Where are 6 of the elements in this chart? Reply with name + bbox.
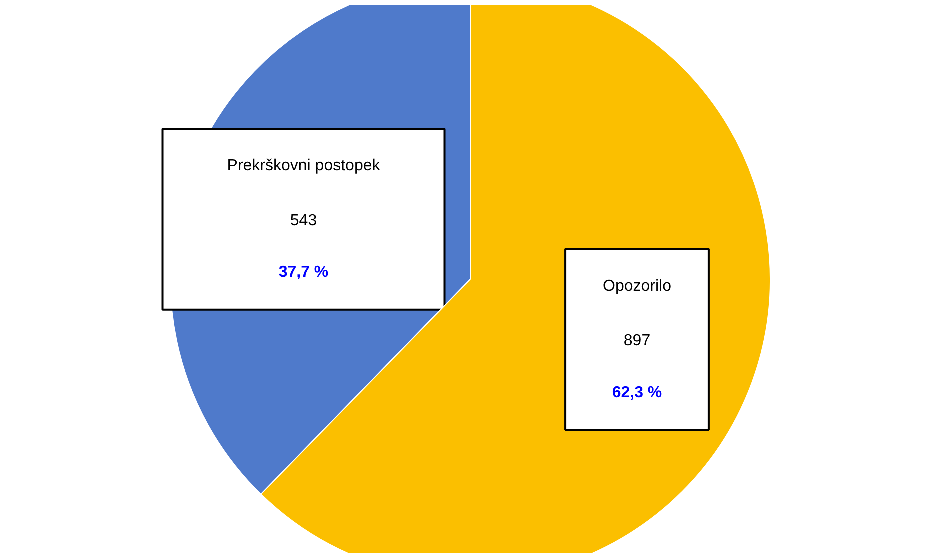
- text: 62,3 %: [612, 384, 662, 402]
- slice-label: Opozorilo: [603, 278, 672, 295]
- slice-label: Prekrškovni postopek: [227, 158, 382, 175]
- data-label: 897: [624, 332, 651, 350]
- text: 37,7 %: [278, 264, 329, 282]
- data-label: 543: [290, 212, 318, 230]
